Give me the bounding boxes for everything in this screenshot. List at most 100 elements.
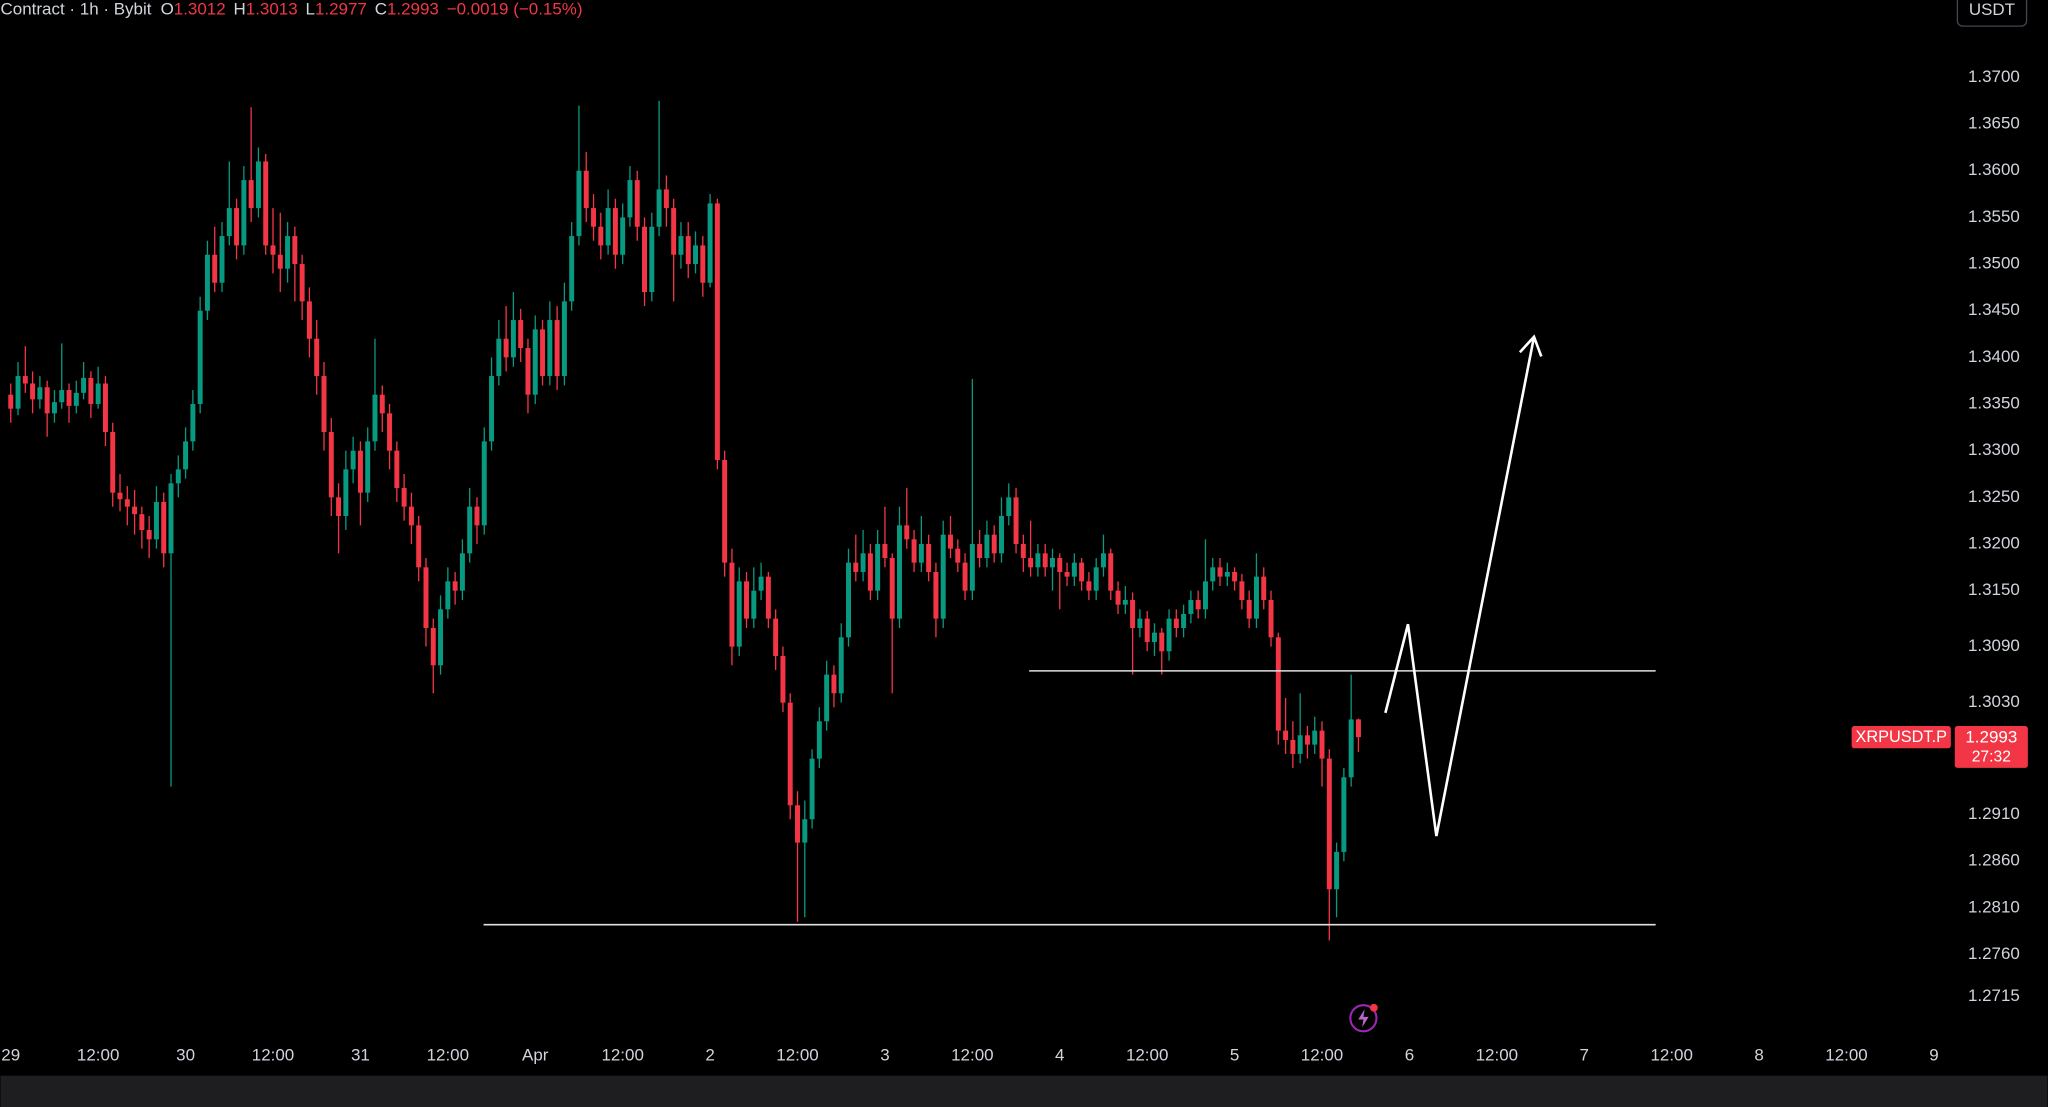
candle-body: [299, 264, 305, 302]
candle-body: [569, 236, 575, 302]
candle-body: [1261, 576, 1267, 600]
candle-body: [816, 721, 822, 759]
x-tick-label: 9: [1929, 1046, 1938, 1065]
candle-body: [882, 543, 888, 558]
alert-icon[interactable]: [1349, 1003, 1378, 1033]
candle-body: [175, 469, 181, 484]
candle-body: [481, 441, 487, 526]
candle-body: [1253, 576, 1259, 619]
y-tick-label: 1.3250: [1968, 487, 2020, 506]
candle-body: [1217, 567, 1223, 577]
candle-body: [1166, 618, 1172, 652]
ohlc-value: 1.3012: [174, 0, 226, 19]
x-tick-label: 12:00: [776, 1046, 818, 1065]
candle-body: [110, 432, 116, 493]
candle-body: [991, 534, 997, 554]
candle-body: [1188, 599, 1194, 614]
x-tick-label: 31: [351, 1046, 370, 1065]
candle-body: [452, 581, 458, 591]
candle-body: [518, 320, 524, 349]
x-tick-label: 12:00: [601, 1046, 643, 1065]
candle-body: [576, 170, 582, 237]
candle-body: [722, 460, 728, 563]
candle-body: [1035, 553, 1041, 568]
x-tick-label: 3: [880, 1046, 889, 1065]
y-tick-label: 1.3450: [1968, 300, 2020, 319]
candle-body: [1028, 557, 1034, 568]
candle-body: [1079, 562, 1085, 582]
candle-body: [1348, 719, 1354, 778]
x-tick-label: 7: [1580, 1046, 1589, 1065]
y-tick-label: 1.3200: [1968, 533, 2020, 552]
candle-body: [1013, 497, 1019, 544]
price-tag: [1954, 726, 2028, 768]
candle-body: [598, 226, 604, 246]
candle-body: [1195, 599, 1201, 610]
candle-body: [933, 571, 939, 619]
candle-body: [73, 392, 79, 406]
candle-body: [838, 637, 844, 694]
candle-body: [583, 170, 589, 209]
candle-body: [1181, 613, 1187, 628]
x-tick-label: 8: [1754, 1046, 1763, 1065]
candle-body: [532, 329, 538, 395]
candle-body: [226, 208, 232, 237]
candle-body: [241, 180, 247, 246]
candle-body: [977, 543, 983, 558]
x-tick-label: 12:00: [77, 1046, 119, 1065]
projection-path: [1384, 336, 1536, 837]
candle-body: [773, 618, 779, 656]
candle-body: [642, 226, 648, 293]
y-tick-label: 1.3600: [1968, 160, 2020, 179]
candle-body: [656, 189, 662, 227]
candle-body: [926, 543, 932, 572]
y-tick-label: 1.3400: [1968, 347, 2020, 366]
candle-body: [401, 488, 407, 507]
x-tick-label: 12:00: [1476, 1046, 1518, 1065]
candle-body: [875, 543, 881, 591]
candle-body: [387, 413, 393, 451]
candle-body: [255, 161, 261, 209]
candle-body: [394, 450, 400, 489]
candle-body: [445, 581, 451, 610]
candle-body: [263, 161, 269, 246]
candle-body: [1304, 735, 1310, 745]
alert-dot: [1369, 1003, 1378, 1012]
candle-body: [1049, 557, 1055, 568]
y-tick-label: 1.2860: [1968, 851, 2020, 870]
currency-button[interactable]: [1956, 0, 2028, 27]
candle-body: [1341, 777, 1347, 852]
candle-body: [343, 469, 349, 517]
candle-body: [1006, 497, 1012, 517]
candle-body: [1334, 851, 1340, 890]
candle-body: [1246, 599, 1252, 619]
candle-body: [736, 581, 742, 647]
candle-body: [59, 390, 65, 403]
candle-body: [904, 525, 910, 540]
candle-body: [1297, 735, 1303, 754]
candle-body: [503, 338, 509, 358]
candle-body: [612, 208, 618, 255]
candle-body: [357, 450, 363, 493]
ohlc-value: 1.2977: [315, 0, 367, 19]
candle-body: [663, 189, 669, 209]
candle-body: [1239, 581, 1245, 600]
candle-body: [620, 217, 626, 255]
candle-body: [787, 702, 793, 806]
candle-body: [962, 562, 968, 591]
price-tag-label: 1.2993: [1965, 727, 2017, 746]
candle-body: [540, 329, 546, 377]
x-tick-label: 12:00: [1825, 1046, 1867, 1065]
y-tick-label: 1.3650: [1968, 114, 2020, 133]
candle-body: [867, 553, 873, 591]
ohlc-value: 1.3013: [246, 0, 298, 19]
x-tick-label: 12:00: [252, 1046, 294, 1065]
candle-body: [146, 529, 152, 540]
candle-body: [1057, 557, 1063, 572]
candle-body: [1020, 543, 1026, 558]
candle-body: [234, 208, 240, 246]
candle-body: [758, 576, 764, 591]
candle-body: [66, 390, 72, 406]
